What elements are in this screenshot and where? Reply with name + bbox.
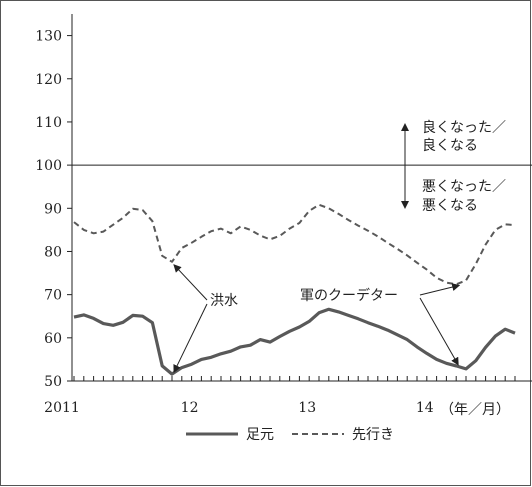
y-tick-label: 130 (35, 29, 62, 45)
y-tick-label: 60 (44, 331, 62, 347)
annotation-coup: 軍のクーデター (300, 287, 398, 304)
arrow-flood-current (173, 303, 208, 373)
label-worse-line2: 悪くなる (422, 198, 478, 214)
x-tick-labels: 2011 12 13 14 (44, 400, 434, 416)
x-tick-label: 14 (416, 400, 434, 416)
x-tick-label: 13 (298, 400, 316, 416)
label-worse-line1: 悪くなった／ (422, 179, 506, 195)
label-better-line1: 良くなった／ (422, 120, 506, 136)
axes-group (67, 14, 532, 382)
y-tick-label: 120 (35, 72, 62, 88)
y-tick-label: 100 (35, 158, 62, 174)
y-tick-label: 90 (44, 201, 62, 217)
annotation-flood: 洪水 (210, 293, 238, 309)
legend-label-outlook: 先行き (352, 427, 394, 443)
y-tick-label: 80 (44, 244, 62, 260)
legend-label-current: 足元 (246, 427, 274, 443)
arrow-flood-outlook (173, 264, 208, 301)
series-group (73, 203, 516, 376)
x-tick-label: 12 (181, 400, 199, 416)
annotations-group: 洪水 軍のクーデター 良くなった／ 良くなる 悪くなった／ 悪くなる (173, 120, 506, 373)
series-line-outlook (73, 203, 516, 286)
arrow-coup-outlook (419, 283, 461, 296)
y-tick-labels: 130 120 110 100 90 80 70 60 50 (35, 29, 62, 390)
legend: 足元 先行き (186, 427, 394, 443)
label-better-line2: 良くなる (422, 138, 478, 154)
x-unit-label: （年／月） (440, 402, 510, 418)
arrow-coup-current (419, 297, 459, 366)
series-line-current (73, 307, 516, 376)
y-tick-label: 70 (44, 288, 62, 304)
x-tick-label: 2011 (44, 400, 80, 416)
y-tick-label: 110 (35, 115, 62, 131)
y-tick-label: 50 (44, 374, 62, 390)
